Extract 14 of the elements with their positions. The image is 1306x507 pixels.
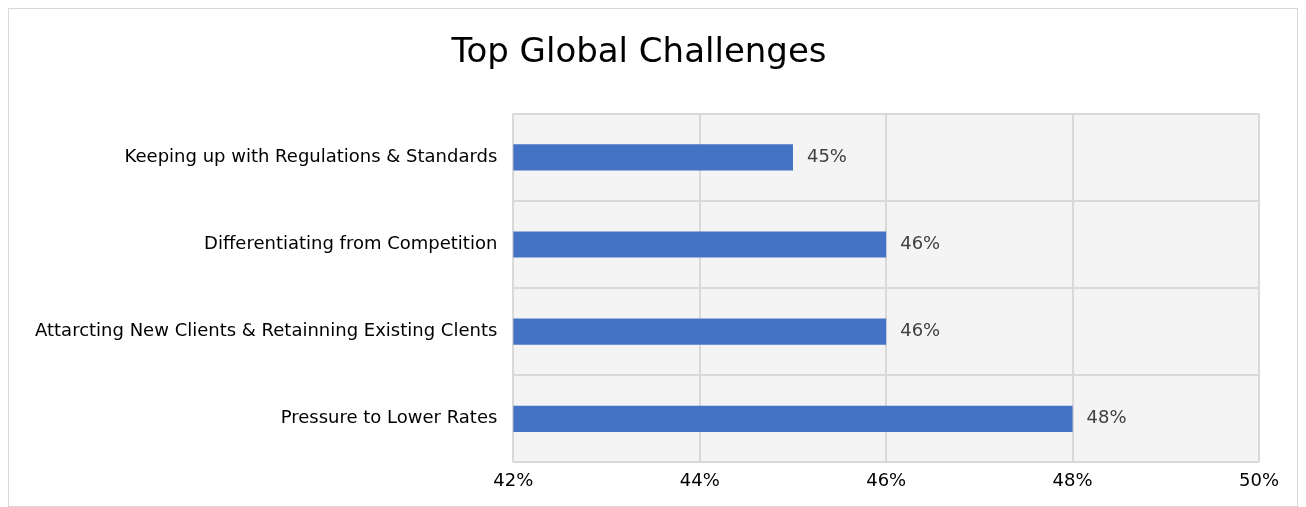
data-label: 48%	[1086, 406, 1127, 428]
y-tick-label: Attarcting New Clients & Retainning Existing Clents	[34, 319, 498, 341]
x-tick-label: 44%	[679, 468, 720, 490]
x-tick-label: 42%	[493, 468, 534, 490]
y-tick-label: Pressure to Lower Rates	[280, 406, 498, 428]
chart-title: Top Global Challenges	[450, 30, 827, 71]
x-tick-label: 50%	[1238, 468, 1280, 490]
data-label: 45%	[806, 145, 847, 167]
x-tick-label: 48%	[1052, 468, 1093, 490]
x-tick-label: 46%	[866, 468, 907, 490]
data-label: 46%	[900, 232, 941, 254]
y-tick-label: Keeping up with Regulations & Standards	[124, 145, 498, 167]
data-label: 46%	[900, 319, 941, 341]
y-tick-label: Differentiating from Competition	[204, 232, 498, 254]
